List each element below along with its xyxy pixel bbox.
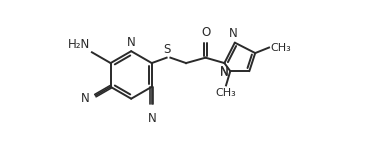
Text: CH₃: CH₃ [270,43,291,53]
Text: S: S [163,43,170,55]
Text: N: N [229,27,238,40]
Text: H₂N: H₂N [68,38,91,51]
Text: O: O [201,26,210,39]
Text: N: N [147,112,156,125]
Text: N: N [220,66,229,79]
Text: CH₃: CH₃ [216,88,236,97]
Text: N: N [127,36,136,49]
Text: N: N [220,65,229,78]
Text: N: N [81,92,90,105]
